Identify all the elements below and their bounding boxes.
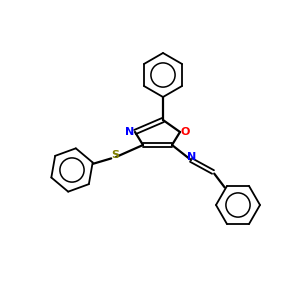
Text: S: S <box>111 150 119 160</box>
Text: N: N <box>125 127 135 137</box>
Text: O: O <box>180 127 190 137</box>
Text: N: N <box>188 152 196 162</box>
